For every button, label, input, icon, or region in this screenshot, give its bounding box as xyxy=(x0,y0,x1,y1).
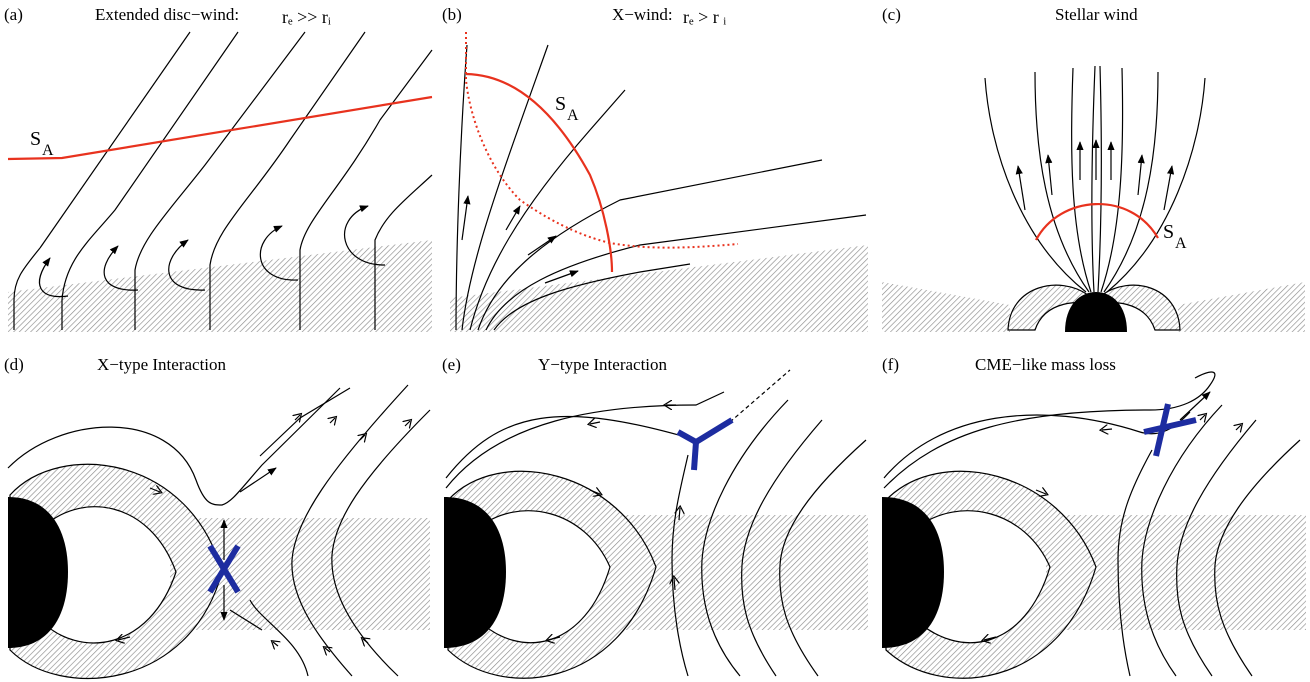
panel-b-sa-sub: A xyxy=(567,107,579,124)
panel-c-sa: S xyxy=(1163,221,1174,243)
panel-e-star xyxy=(444,497,506,648)
panel-e: (e) Y−type Interaction xyxy=(442,355,868,679)
panel-b-flow-arrows xyxy=(461,195,579,284)
panel-a-field-lines xyxy=(13,31,433,330)
panel-a-sa-sub: A xyxy=(42,142,54,159)
panel-c-disc-right xyxy=(1178,282,1305,332)
panel-e-tag: (e) xyxy=(442,355,461,374)
panel-d-arrowheads xyxy=(118,415,410,652)
panel-f-tag: (f) xyxy=(882,355,899,374)
panel-e-torus xyxy=(447,470,657,679)
panel-a-title-math: rₑ >> rᵢ xyxy=(282,7,331,27)
panel-c-title: Stellar wind xyxy=(1055,5,1138,24)
panel-d-reconnection-x xyxy=(207,544,241,594)
panel-c-flow-arrows xyxy=(1015,139,1175,211)
panel-c-disc-left xyxy=(882,282,1010,332)
panel-b-sa: S xyxy=(555,93,566,115)
panel-b-alfven-surface xyxy=(465,72,614,273)
panel-e-arrowheads xyxy=(548,405,680,640)
panel-f-star xyxy=(882,497,944,648)
panel-f-torus xyxy=(885,470,1097,679)
panel-c: (c) Stellar wind S A xyxy=(882,5,1305,332)
panel-b-title-math: rₑ > r ᵢ xyxy=(683,7,726,27)
panel-c-field-lines xyxy=(984,65,1206,293)
panel-b-tag: (b) xyxy=(442,5,462,24)
panel-f-reconnection-x xyxy=(1143,403,1197,457)
panel-f-title: CME−like mass loss xyxy=(975,355,1116,374)
panel-c-alfven-surface xyxy=(1035,203,1159,241)
panel-c-sa-sub: A xyxy=(1175,235,1187,252)
panel-a-sa: S xyxy=(30,128,41,150)
panel-a-disc xyxy=(8,240,432,332)
panel-d: (d) X−type Interaction xyxy=(4,355,431,679)
panel-d-field-lines xyxy=(7,384,431,677)
panel-a: (a) Extended disc−wind: rₑ >> rᵢ S A xyxy=(4,5,433,332)
panel-e-title: Y−type Interaction xyxy=(538,355,668,374)
panel-d-star xyxy=(8,497,68,648)
panel-a-tag: (a) xyxy=(4,5,23,24)
panel-a-flow-arrows xyxy=(38,205,386,298)
panel-c-star xyxy=(1065,292,1127,332)
panel-b-title: X−wind: xyxy=(612,5,673,24)
panel-d-title: X−type Interaction xyxy=(97,355,227,374)
panel-b-field-lines xyxy=(455,44,867,331)
panel-f-arrowheads xyxy=(984,415,1241,640)
panel-f-plasmoid-arrow xyxy=(1179,391,1211,421)
panel-b: (b) X−wind: rₑ > r ᵢ S A xyxy=(442,5,868,332)
panel-b-disc xyxy=(450,245,868,332)
panel-a-alfven-surface xyxy=(7,95,433,161)
panel-f: (f) CME−like mass loss xyxy=(882,355,1306,679)
panel-a-title: Extended disc−wind: xyxy=(95,5,239,24)
panel-d-outflow-arrow xyxy=(239,467,277,493)
panel-c-tag: (c) xyxy=(882,5,901,24)
panel-d-tag: (d) xyxy=(4,355,24,374)
panel-b-alfven-dotted xyxy=(465,32,739,249)
panel-e-reconnection-y xyxy=(676,417,734,471)
panel-e-dashed-line xyxy=(729,369,791,423)
panel-f-field-lines xyxy=(883,371,1301,677)
